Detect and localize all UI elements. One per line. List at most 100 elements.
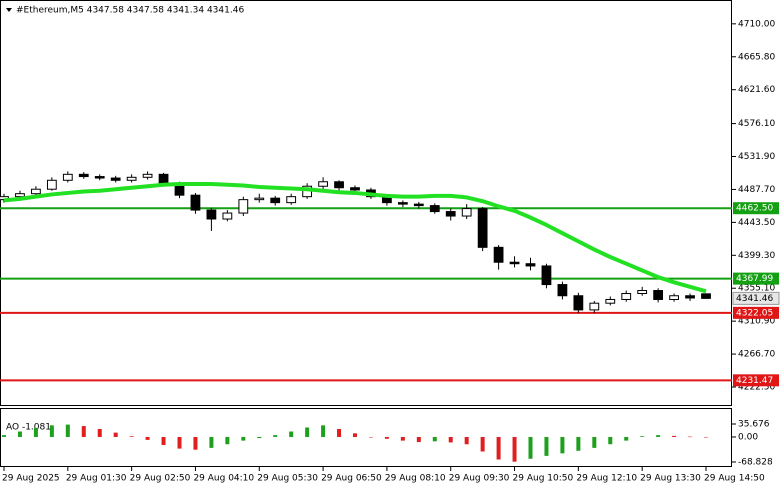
ao-bar xyxy=(49,425,54,437)
ao-bar xyxy=(672,435,677,437)
price-label: 4341.46 xyxy=(736,294,773,304)
candle-body xyxy=(110,177,121,181)
candle-body xyxy=(15,193,25,198)
ao-bar xyxy=(33,427,38,437)
ao-bar xyxy=(448,436,453,443)
candle-body xyxy=(206,209,217,220)
y-tick-label: 4576.10 xyxy=(738,119,775,129)
candle-body xyxy=(78,173,89,178)
candle-body xyxy=(350,187,360,191)
candle-body xyxy=(334,181,344,189)
ao-bar xyxy=(241,436,246,441)
candle-body xyxy=(254,197,265,201)
ao-bar xyxy=(289,431,294,437)
ao-bar xyxy=(512,436,517,462)
x-tick-label: 29 Aug 02:50 xyxy=(130,474,191,484)
ao-bar xyxy=(400,436,405,441)
ao-bar xyxy=(177,436,182,449)
candle-body xyxy=(541,265,552,286)
candle-body xyxy=(31,188,41,195)
y-tick-label: 0.00 xyxy=(738,432,758,442)
candle-body xyxy=(701,293,711,299)
y-tick-label: 35.676 xyxy=(738,420,770,430)
y-tick-label: 4310.90 xyxy=(738,317,775,327)
y-tick-label: 4222.50 xyxy=(738,383,775,393)
level-label: 4322.05 xyxy=(736,308,773,318)
ao-bar xyxy=(592,436,597,448)
menu-arrow xyxy=(6,8,12,12)
ao-bar xyxy=(97,428,102,437)
level-label-box xyxy=(733,374,779,387)
candle-body xyxy=(637,290,648,295)
ao-bar xyxy=(273,435,278,437)
candle-body xyxy=(190,194,201,211)
ao-bar xyxy=(416,436,421,443)
ao-bar xyxy=(464,436,469,445)
x-tick-label: 29 Aug 10:50 xyxy=(513,474,574,484)
candle-body xyxy=(94,176,105,179)
y-tick-label: 4710.00 xyxy=(738,19,775,29)
ao-bar xyxy=(17,431,22,437)
level-label-box xyxy=(733,306,779,319)
x-tick-label: 29 Aug 08:10 xyxy=(385,474,446,484)
ao-panel-frame xyxy=(0,408,732,467)
x-tick-label: 29 Aug 04:10 xyxy=(193,474,254,484)
x-tick-label: 29 Aug 01:30 xyxy=(66,474,127,484)
ao-bar xyxy=(576,436,581,451)
candle-body xyxy=(142,173,153,178)
candle-body xyxy=(397,202,408,205)
ao-bar xyxy=(480,436,485,452)
candle-body xyxy=(126,176,137,181)
ao-bar xyxy=(608,436,613,445)
ao-bar xyxy=(321,425,326,437)
ao-bar xyxy=(2,435,6,437)
x-tick-label: 29 Aug 09:30 xyxy=(449,474,510,484)
candle-body xyxy=(62,173,73,181)
candle-body xyxy=(653,290,664,300)
y-tick-label: 4665.80 xyxy=(738,52,775,62)
ao-bar xyxy=(640,436,645,437)
candle-body xyxy=(589,302,600,311)
ao-bar xyxy=(193,436,198,450)
ao-bar xyxy=(656,435,661,437)
ao-bar xyxy=(688,436,693,438)
chart-title: #Ethereum,M5 4347.58 4347.58 4341.34 434… xyxy=(16,6,244,16)
ao-bar xyxy=(113,432,118,437)
x-tick-label: 29 Aug 2025 xyxy=(2,474,60,484)
y-tick-label: 4399.30 xyxy=(738,251,775,261)
candle-body xyxy=(270,197,281,204)
moving-average xyxy=(3,182,707,294)
candle-body xyxy=(445,211,456,217)
x-tick-label: 29 Aug 13:30 xyxy=(640,474,701,484)
candle-body xyxy=(429,205,440,213)
y-tick-label: 4531.90 xyxy=(738,152,775,162)
ao-bar xyxy=(704,436,708,438)
candle-body xyxy=(621,293,632,300)
ao-bar xyxy=(129,436,134,437)
candle-body xyxy=(461,208,472,217)
ao-bar xyxy=(161,436,166,445)
ao-bar xyxy=(384,436,389,439)
candle-body xyxy=(318,181,328,187)
x-tick-label: 29 Aug 05:30 xyxy=(257,474,318,484)
candle-body xyxy=(573,295,584,311)
ao-bar xyxy=(337,428,342,437)
x-tick-label: 29 Aug 06:50 xyxy=(321,474,382,484)
ao-bar xyxy=(65,424,70,437)
candle-body xyxy=(46,179,57,190)
ao-bar xyxy=(624,436,629,441)
level-label-box xyxy=(733,202,779,215)
candle-body xyxy=(509,261,520,265)
y-tick-label: 4621.60 xyxy=(738,85,775,95)
x-tick-label: 29 Aug 14:50 xyxy=(704,474,765,484)
candle-body xyxy=(158,173,169,185)
ao-bar xyxy=(528,436,533,459)
ao-bar xyxy=(353,433,357,437)
y-tick-label: 4266.70 xyxy=(738,350,775,360)
ao-bar xyxy=(225,436,230,445)
candle-body xyxy=(413,203,424,207)
ao-bar xyxy=(432,436,437,442)
